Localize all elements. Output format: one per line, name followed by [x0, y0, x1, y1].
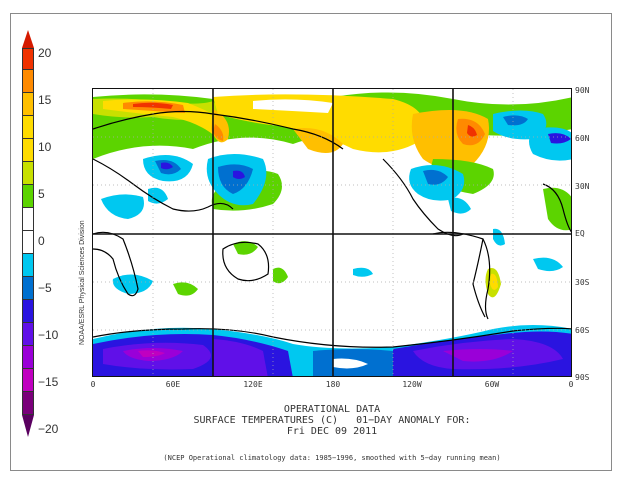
title-line-2: SURFACE TEMPERATURES (C) 01−DAY ANOMALY … — [193, 415, 471, 426]
colorbar-extend-max — [22, 30, 34, 48]
title-date: Fri DEC 09 2011 — [286, 426, 378, 437]
colorbar-tick: −20 — [38, 422, 59, 436]
y-axis-tick: 30S — [575, 278, 590, 287]
x-axis-tick: 60E — [165, 380, 181, 389]
y-axis-tick: 90S — [575, 373, 590, 382]
x-axis-tick: 0 — [568, 380, 574, 389]
colorbar-segment — [22, 139, 34, 162]
y-axis-tick: 30N — [575, 182, 590, 191]
x-axis-tick: 120E — [243, 380, 263, 389]
colorbar-segment — [22, 231, 34, 254]
colorbar-segment — [22, 185, 34, 208]
colorbar-segment — [22, 162, 34, 185]
colorbar-segment — [22, 93, 34, 116]
colorbar-segment — [22, 208, 34, 231]
anomaly-field — [93, 89, 571, 376]
credit-label: NOAA/ESRL Physical Sciences Division — [79, 220, 86, 345]
title-line-1: OPERATIONAL DATA — [283, 404, 381, 415]
colorbar-tick: 0 — [38, 234, 45, 248]
colorbar-tick: −10 — [38, 328, 59, 342]
colorbar-tick: 10 — [38, 140, 52, 154]
colorbar-tick: 15 — [38, 93, 52, 107]
colorbar-tick: −15 — [38, 375, 59, 389]
colorbar-segment — [22, 277, 34, 300]
y-axis-tick: 90N — [575, 86, 590, 95]
colorbar-segment — [22, 323, 34, 346]
y-axis-tick: EQ — [575, 229, 585, 238]
figure-frame — [10, 13, 612, 471]
colorbar-segment — [22, 300, 34, 323]
colorbar-tick: 5 — [38, 187, 45, 201]
colorbar-segment — [22, 369, 34, 392]
x-axis-tick: 60W — [484, 380, 500, 389]
climatology-note: (NCEP Operational climatology data: 1985… — [163, 454, 501, 462]
colorbar-segment — [22, 346, 34, 369]
colorbar-segment — [22, 254, 34, 277]
y-axis-tick: 60N — [575, 134, 590, 143]
colorbar-tick: 20 — [38, 46, 52, 60]
x-axis-tick: 120W — [402, 380, 422, 389]
map-plot-area — [92, 88, 572, 377]
colorbar-tick: −5 — [38, 281, 52, 295]
colorbar — [22, 30, 34, 437]
colorbar-segment — [22, 392, 34, 415]
x-axis-tick: 180 — [325, 380, 341, 389]
colorbar-segment — [22, 116, 34, 139]
colorbar-extend-min — [22, 415, 34, 437]
colorbar-segment — [22, 48, 34, 70]
colorbar-segment — [22, 70, 34, 93]
x-axis-tick: 0 — [90, 380, 96, 389]
y-axis-tick: 60S — [575, 326, 590, 335]
